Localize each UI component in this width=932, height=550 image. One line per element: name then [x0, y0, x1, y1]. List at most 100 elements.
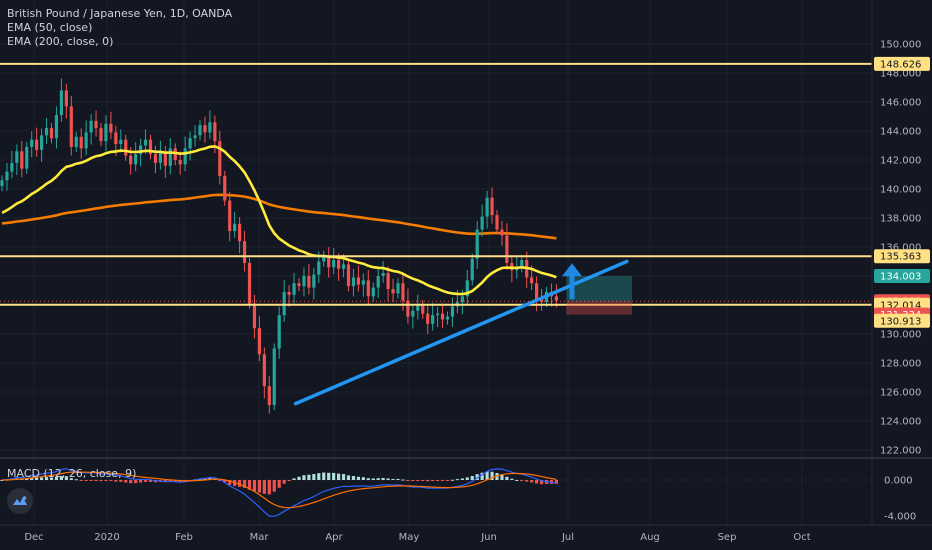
- candle-body: [554, 296, 558, 301]
- candle-body: [371, 287, 375, 297]
- macd-pane: 0.000 -4.000: [0, 457, 932, 523]
- candle-body: [445, 316, 450, 320]
- price-tick-label: 122.000: [880, 446, 921, 457]
- candle-body: [539, 299, 544, 303]
- time-tick-label: Sep: [718, 532, 737, 543]
- candle-body: [416, 305, 420, 311]
- ema-50-legend[interactable]: EMA (50, close): [7, 21, 93, 34]
- candle-body: [470, 258, 474, 281]
- candlestick-series: [0, 78, 558, 414]
- symbol-title[interactable]: British Pound / Japanese Yen, 1D, OANDA: [7, 7, 233, 20]
- macd-histogram-bar: [485, 471, 489, 480]
- candle-body: [242, 241, 247, 263]
- candle-body: [495, 215, 499, 230]
- macd-histogram-bar: [440, 480, 445, 481]
- time-tick-label: 2020: [94, 532, 119, 543]
- macd-histogram-bar: [361, 477, 365, 480]
- macd-histogram-bar: [351, 476, 356, 480]
- macd-histogram-bar: [282, 480, 286, 484]
- up-arrow-drawing[interactable]: [562, 263, 582, 300]
- macd-histogram-bar: [386, 478, 390, 480]
- macd-histogram-bar: [337, 473, 341, 480]
- candle-body: [317, 261, 321, 275]
- ema-200-legend[interactable]: EMA (200, close, 0): [7, 35, 114, 48]
- time-tick-label: Oct: [793, 532, 810, 543]
- macd-histogram-bar: [302, 475, 306, 480]
- candle-body: [5, 171, 9, 181]
- candle-body: [148, 139, 153, 155]
- candle-body: [312, 274, 316, 288]
- macd-histogram-bar: [49, 477, 54, 480]
- macd-histogram-bar: [35, 477, 39, 480]
- candle-body: [381, 273, 385, 276]
- macd-histogram-bar: [0, 480, 4, 481]
- macd-histogram-bar: [109, 480, 113, 482]
- macd-histogram-bar: [416, 480, 420, 481]
- macd-histogram-bar: [134, 480, 138, 484]
- macd-histogram-bar: [376, 478, 380, 480]
- macd-histogram-bar: [168, 480, 172, 482]
- macd-legend[interactable]: MACD (12, 26, close, 9): [7, 467, 137, 480]
- candle-body: [386, 273, 390, 290]
- macd-histogram-bar: [292, 478, 296, 480]
- price-tag-label: 148.626: [880, 59, 921, 70]
- macd-histogram-bar: [297, 476, 301, 480]
- candle-body: [361, 280, 365, 285]
- macd-histogram-bar: [218, 480, 222, 481]
- tradingview-logo-icon[interactable]: [7, 488, 33, 514]
- macd-histogram-bar: [500, 474, 504, 480]
- ema-200-path: [1, 193, 557, 240]
- candle-body: [272, 348, 276, 406]
- time-tick-label: Mar: [250, 532, 270, 543]
- price-tag: [874, 56, 930, 71]
- macd-histogram-bar: [277, 480, 281, 488]
- candle-body: [40, 135, 44, 150]
- trendline-path: [293, 259, 629, 406]
- candle-body: [460, 296, 464, 303]
- candle-body: [20, 151, 24, 169]
- candle-body: [79, 136, 83, 149]
- candle-body: [119, 139, 123, 145]
- trendline[interactable]: [293, 259, 629, 406]
- macd-histogram-bar: [366, 478, 370, 480]
- ema-200-line: [1, 193, 557, 240]
- long-position-tool[interactable]: [566, 275, 632, 315]
- macd-histogram-bar: [114, 480, 118, 482]
- time-axis[interactable]: Dec 2020 Feb Mar Apr May Jun Jul Aug Sep Oct: [0, 524, 932, 543]
- macd-histogram-bar: [505, 476, 509, 480]
- macd-histogram-bar: [396, 478, 400, 480]
- candle-body: [530, 277, 534, 284]
- macd-histogram-bar: [223, 480, 227, 483]
- candle-body: [302, 276, 306, 287]
- candle-body: [114, 132, 118, 145]
- candle-body: [297, 283, 301, 287]
- candle-body: [500, 229, 504, 236]
- macd-histogram-bar: [272, 480, 276, 492]
- price-tag: [874, 249, 930, 264]
- candle-body: [287, 291, 291, 295]
- macd-histogram-bar: [341, 474, 346, 480]
- time-tick-label: Apr: [325, 532, 343, 543]
- candle-body: [198, 125, 202, 136]
- price-axis[interactable]: 150.000 148.000 146.000 144.000 142.000 140.0…: [871, 0, 930, 525]
- candle-body: [104, 123, 108, 142]
- candle-body: [178, 160, 182, 165]
- candle-body: [332, 260, 336, 268]
- price-tick-label: 136.000: [880, 243, 921, 254]
- candle-body: [292, 283, 296, 295]
- candle-body: [465, 280, 469, 297]
- time-tick-label: Dec: [24, 532, 43, 543]
- macd-histogram-bar: [411, 480, 415, 481]
- macd-histogram-bar: [74, 479, 78, 481]
- macd-histogram-bar: [450, 479, 455, 481]
- candle-body: [168, 148, 172, 166]
- macd-histogram-bar: [247, 480, 252, 490]
- candle-body: [238, 223, 242, 242]
- macd-histogram-bar: [143, 480, 148, 482]
- position-target-zone: [566, 275, 632, 302]
- candle-body: [505, 235, 509, 263]
- macd-histogram-bar: [554, 480, 558, 484]
- macd-histogram-bar: [406, 480, 410, 481]
- horizontal-levels[interactable]: [0, 62, 872, 306]
